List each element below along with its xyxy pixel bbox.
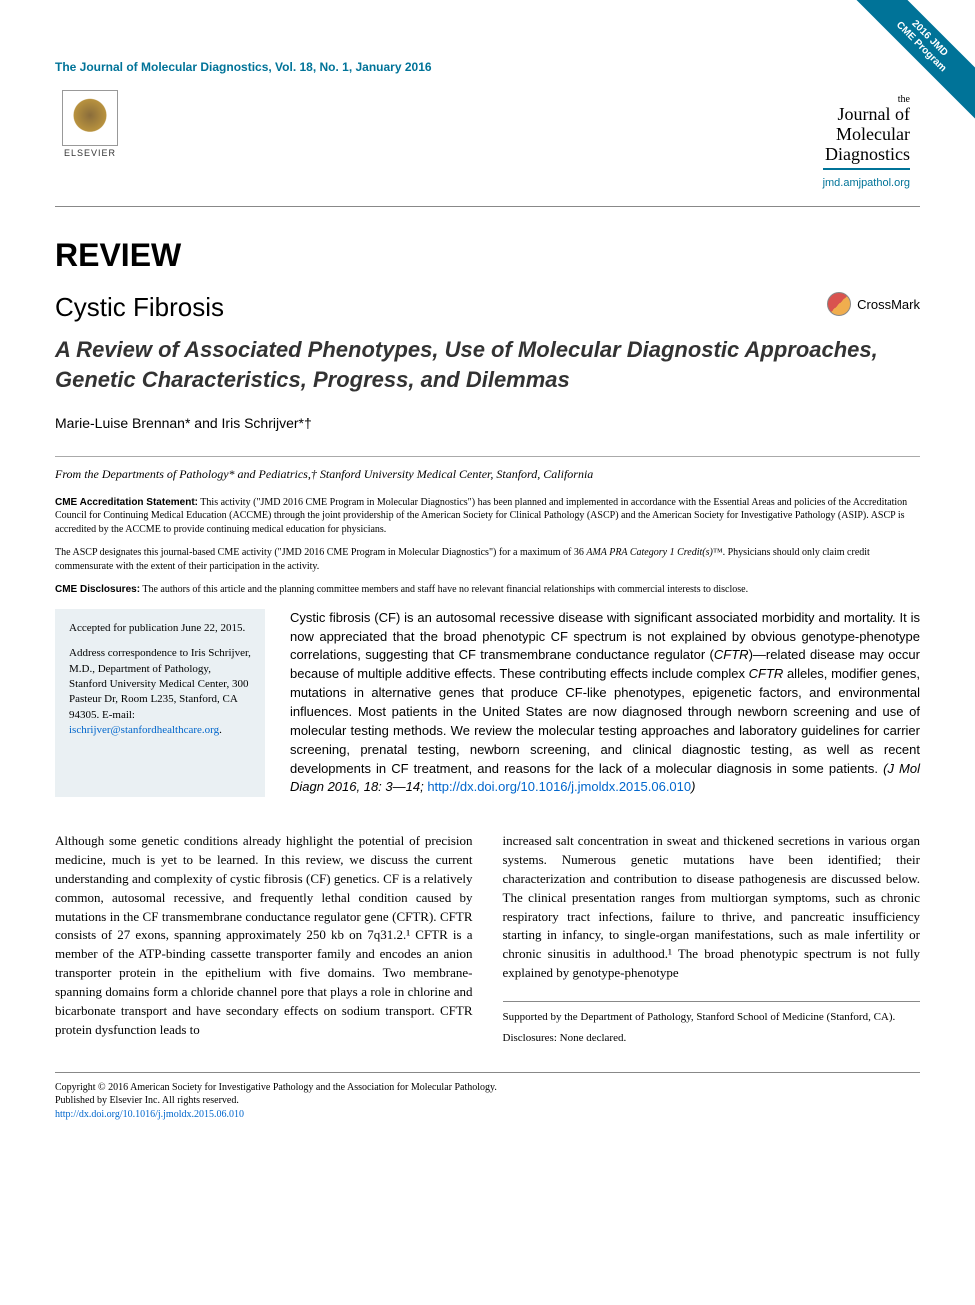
cme-label-1: CME Accreditation Statement: [55,497,198,508]
crossmark-badge[interactable]: CrossMark [827,292,920,316]
header: ELSEVIER the Journal of Molecular Diagno… [55,84,920,191]
abstract-doi-link[interactable]: http://dx.doi.org/10.1016/j.jmoldx.2015.… [427,779,691,794]
crossmark-icon [827,292,851,316]
cme-accreditation: CME Accreditation Statement: This activi… [55,496,920,537]
abstract-c: alleles, modifier genes, mutations in al… [290,666,920,775]
cme-ribbon: 2016 JMD CME Program [845,0,975,130]
article-title: Cystic Fibrosis [55,292,224,323]
body-column-left: Although some genetic conditions already… [55,832,473,1047]
body-column-right: increased salt concentration in sweat an… [503,832,921,1047]
cme-credits: The ASCP designates this journal-based C… [55,546,920,573]
footer: Copyright © 2016 American Society for In… [55,1072,920,1122]
header-left: ELSEVIER [55,84,125,164]
journal-url-link[interactable]: jmd.amjpathol.org [823,177,910,189]
cme-credits-em: AMA PRA Category 1 Credit(s) [586,547,712,558]
accepted-date: Accepted for publication June 22, 2015. [69,621,251,636]
copyright-line2: Published by Elsevier Inc. All rights re… [55,1094,497,1108]
title-row: Cystic Fibrosis CrossMark [55,292,920,335]
header-divider [55,206,920,207]
copyright-line1: Copyright © 2016 American Society for In… [55,1081,497,1095]
elsevier-logo: ELSEVIER [55,84,125,164]
page: The Journal of Molecular Diagnostics, Vo… [0,0,975,1161]
affiliations: From the Departments of Pathology* and P… [55,467,920,482]
authors: Marie-Luise Brennan* and Iris Schrijver*… [55,415,920,431]
support-box: Supported by the Department of Pathology… [503,1001,921,1047]
elsevier-text: ELSEVIER [64,148,116,158]
info-abstract-row: Accepted for publication June 22, 2015. … [55,609,920,797]
support-line2: Disclosures: None declared. [503,1031,921,1046]
elsevier-tree-icon [62,90,118,146]
support-line1: Supported by the Department of Pathology… [503,1010,921,1025]
abstract: Cystic fibrosis (CF) is an autosomal rec… [290,609,920,797]
article-type: REVIEW [55,237,920,274]
correspondence-text: Address correspondence to Iris Schrijver… [69,647,251,721]
journal-title-line3: Diagnostics [825,144,910,164]
correspondence-suffix: . [219,724,222,736]
affil-divider [55,456,920,457]
body-columns: Although some genetic conditions already… [55,832,920,1047]
body-col2-text: increased salt concentration in sweat an… [503,833,921,980]
article-info-box: Accepted for publication June 22, 2015. … [55,609,265,797]
cme-ribbon-text: 2016 JMD CME Program [849,0,975,119]
article-subtitle: A Review of Associated Phenotypes, Use o… [55,335,920,394]
cme-text-2a: The ASCP designates this journal-based C… [55,547,586,558]
cme-disclosures: CME Disclosures: The authors of this art… [55,583,920,597]
abstract-gene-1: CFTR [714,647,749,662]
cme-label-3: CME Disclosures: [55,584,140,595]
abstract-gene-2: CFTR [749,666,784,681]
abstract-citation-end: ) [691,779,695,794]
correspondence-email-link[interactable]: ischrijver@stanfordhealthcare.org [69,724,219,736]
crossmark-label: CrossMark [857,297,920,312]
correspondence: Address correspondence to Iris Schrijver… [69,646,251,738]
footer-doi-link[interactable]: http://dx.doi.org/10.1016/j.jmoldx.2015.… [55,1109,244,1120]
journal-reference: The Journal of Molecular Diagnostics, Vo… [55,60,920,74]
footer-left: Copyright © 2016 American Society for In… [55,1081,497,1122]
cme-text-3: The authors of this article and the plan… [140,584,748,595]
